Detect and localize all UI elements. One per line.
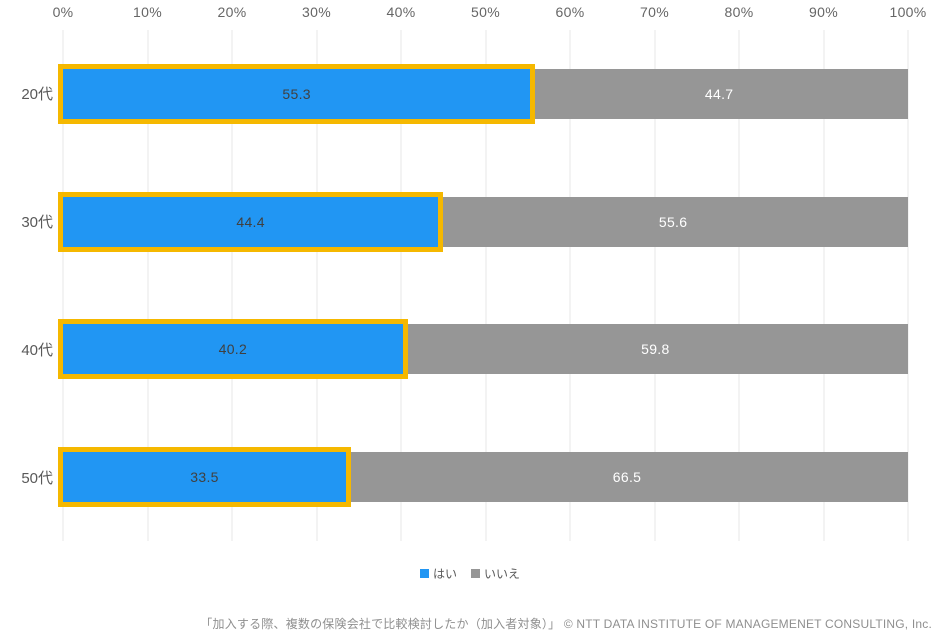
- bar-segment-no: 44.7: [530, 68, 908, 119]
- grid-line: [654, 30, 655, 541]
- category-label: 40代: [21, 341, 53, 359]
- legend-item: はい: [419, 565, 457, 582]
- bar-row: 33.5 66.5: [63, 413, 908, 541]
- x-axis: 0% 10% 20% 30% 40% 50% 60% 70% 80% 90% 100%: [53, 4, 927, 26]
- bar-value-label: 40.2: [218, 341, 248, 358]
- grid-line: [823, 30, 824, 541]
- source-note: 「加入する際、複数の保険会社で比較検討したか（加入者対象）」 © NTT DAT…: [200, 617, 932, 631]
- legend-swatch: [419, 569, 429, 578]
- x-axis-tick-label: 60%: [555, 4, 585, 20]
- grid: [62, 30, 909, 541]
- stacked-bar: 33.5 66.5: [63, 452, 908, 503]
- grid-line: [738, 30, 740, 541]
- grid-line: [62, 30, 64, 541]
- x-axis-tick-label: 80%: [724, 4, 754, 20]
- category-label: 50代: [21, 469, 53, 487]
- x-axis-tick-label: 30%: [302, 4, 331, 20]
- grid-line: [147, 30, 148, 541]
- bar-segment-yes: 40.2: [63, 324, 403, 375]
- x-axis-tick-label: 40%: [386, 4, 416, 20]
- bar-segment-yes: 44.4: [63, 196, 439, 247]
- x-axis-tick-label: 90%: [809, 4, 838, 20]
- stacked-bar: 55.3 44.7: [63, 68, 908, 119]
- bar-rows: 55.3 44.7 44.4 55.6 40.2 59.8 33.5 66.5: [63, 30, 908, 541]
- bar-row: 55.3 44.7: [63, 30, 908, 158]
- bar-value-label: 33.5: [190, 469, 219, 486]
- legend-item: いいえ: [471, 565, 520, 582]
- stacked-bar: 44.4 55.6: [63, 196, 908, 247]
- category-label: 20代: [21, 86, 53, 104]
- bar-value-label: 55.6: [658, 213, 688, 230]
- category-label: 30代: [21, 214, 53, 232]
- legend-label: はい: [432, 567, 457, 581]
- grid-line: [569, 30, 571, 541]
- stacked-bar: 40.2 59.8: [63, 324, 908, 375]
- bar-segment-yes: 33.5: [63, 452, 347, 503]
- x-axis-tick-label: 50%: [471, 4, 500, 20]
- x-axis-tick-label: 100%: [889, 4, 927, 20]
- legend: はい いいえ: [0, 565, 940, 582]
- grid-line: [316, 30, 317, 541]
- bar-value-label: 44.7: [704, 85, 734, 102]
- grid-line: [485, 30, 486, 541]
- bar-segment-no: 66.5: [346, 452, 908, 503]
- bar-value-label: 59.8: [641, 341, 670, 358]
- x-axis-tick-label: 20%: [217, 4, 247, 20]
- grid-line: [907, 30, 909, 541]
- bar-row: 44.4 55.6: [63, 158, 908, 286]
- bar-value-label: 44.4: [236, 213, 265, 230]
- bar-segment-yes: 55.3: [63, 68, 531, 119]
- x-axis-tick-label: 70%: [640, 4, 669, 20]
- bar-row: 40.2 59.8: [63, 286, 908, 414]
- bar-segment-no: 55.6: [438, 196, 908, 247]
- x-axis-tick-label: 10%: [133, 4, 162, 20]
- bar-segment-no: 59.8: [402, 324, 908, 375]
- x-axis-tick-label: 0%: [52, 4, 74, 20]
- grid-line: [400, 30, 402, 541]
- plot-area: 55.3 44.7 44.4 55.6 40.2 59.8 33.5 66.5: [62, 30, 909, 541]
- legend-label: いいえ: [484, 567, 521, 581]
- bar-value-label: 66.5: [612, 469, 642, 486]
- bar-value-label: 55.3: [282, 85, 311, 102]
- legend-swatch: [471, 569, 480, 578]
- category-labels: 20代 30代 40代 50代: [0, 30, 53, 541]
- grid-line: [231, 30, 233, 541]
